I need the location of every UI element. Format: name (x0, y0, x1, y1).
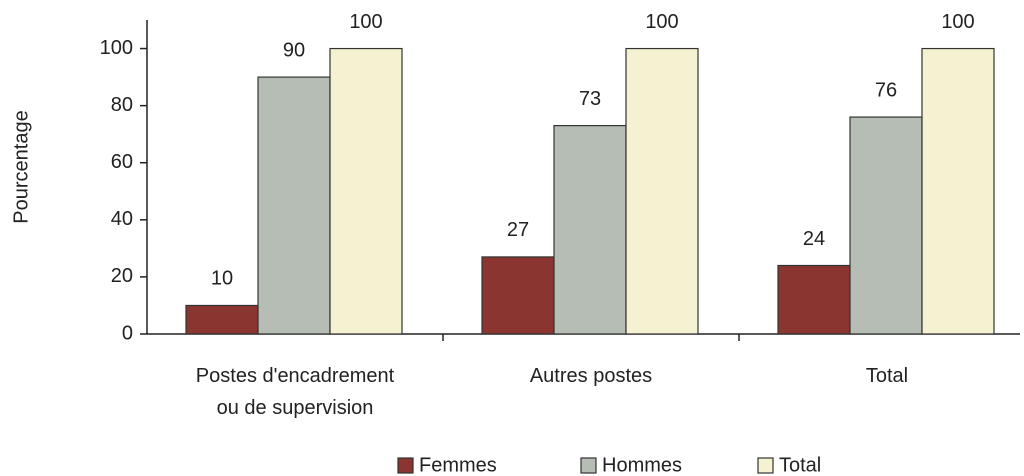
y-tick-label: 60 (111, 151, 133, 173)
value-label: 90 (283, 39, 305, 61)
legend-swatch (580, 457, 597, 474)
bar (257, 76, 331, 335)
x-tick-label: Autres postes (529, 365, 653, 387)
bar (481, 256, 555, 335)
value-label: 100 (941, 11, 974, 33)
y-tick-label: 20 (111, 265, 133, 287)
bar (329, 47, 403, 335)
legend-label: Hommes (602, 454, 682, 476)
value-label: 27 (507, 219, 529, 241)
y-tick-label: 0 (122, 322, 133, 344)
bar (777, 264, 851, 335)
value-label: 10 (211, 268, 233, 290)
bar (921, 47, 995, 335)
value-label: 24 (803, 228, 825, 250)
y-tick-label: 80 (111, 94, 133, 116)
value-label: 73 (579, 88, 601, 110)
x-tick-label: Postes d'encadrement ou de supervision (195, 365, 395, 419)
value-label: 100 (645, 11, 678, 33)
value-label: 76 (875, 79, 897, 101)
legend-swatch (757, 457, 774, 474)
bar (849, 116, 923, 335)
bar (185, 304, 259, 335)
bar (625, 47, 699, 335)
y-axis-label: Pourcentage (10, 110, 32, 223)
bar (553, 125, 627, 335)
value-label: 100 (349, 11, 382, 33)
legend-label: Femmes (419, 454, 497, 476)
y-tick-label: 100 (100, 37, 133, 59)
legend-swatch (397, 457, 414, 474)
legend-label: Total (779, 454, 821, 476)
x-tick-label: Total (865, 365, 909, 387)
y-tick-label: 40 (111, 208, 133, 230)
